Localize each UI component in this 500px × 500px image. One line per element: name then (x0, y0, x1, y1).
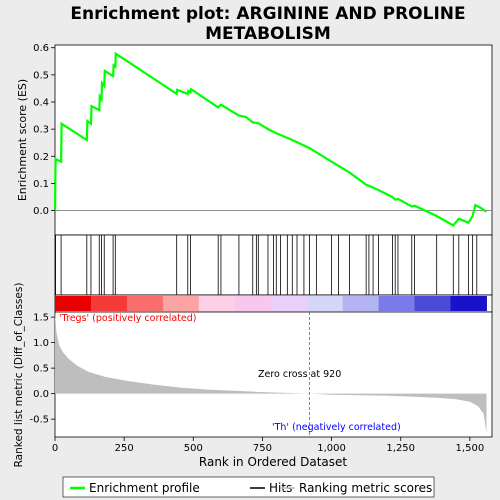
x-tick-label: 1,500 (456, 443, 485, 454)
heatmap-segment (414, 296, 452, 311)
legend-metric-label: Ranking metric scores (299, 481, 432, 495)
heatmap-segment (162, 296, 200, 311)
metric-panel (54, 311, 493, 438)
heatmap-layer (55, 296, 487, 311)
metric-y-tick-label: 0.5 (33, 364, 49, 375)
legend-box (62, 476, 435, 498)
heatmap-segment (234, 296, 272, 311)
es-y-tick-label: 0.5 (33, 70, 49, 81)
heatmap-segment (450, 296, 487, 311)
heatmap-segment (90, 296, 128, 311)
x-axis-label: Rank in Ordered Dataset (199, 455, 347, 469)
metric-plot-layer (55, 312, 487, 437)
es-y-tick-label: 0.3 (33, 125, 49, 136)
es-y-tick-label: 0.1 (33, 179, 49, 190)
chart-title-line1: Enrichment plot: ARGININE AND PROLINE (70, 4, 465, 24)
es-y-tick-label: 0.2 (33, 152, 49, 163)
axes-layer: 0.0 0.1 0.2 0.3 0.4 0.5 0.6 -0.5 0.0 0.5 1.0 1.5 0 25… (29, 43, 484, 454)
heatmap-segment (378, 296, 416, 311)
metric-y-tick-label: 1.0 (33, 338, 49, 349)
metric-y-tick-label: 0.0 (33, 389, 49, 400)
positive-class-label: 'Tregs' (positively correlated) (59, 313, 197, 324)
es-y-tick-label: 0.0 (33, 206, 49, 217)
metric-y-tick-label: 1.5 (33, 313, 49, 324)
hits-layer (55, 235, 478, 295)
x-tick-label: 500 (184, 443, 203, 454)
es-y-tick-label: 0.4 (33, 98, 49, 109)
enrichment-profile-line (53, 51, 488, 227)
legend-enrichment-label: Enrichment profile (89, 481, 200, 495)
chart-title-line2: METABOLISM (205, 24, 331, 44)
heatmap-segment (342, 296, 380, 311)
negative-class-label: 'Th' (negatively correlated) (272, 422, 401, 433)
metric-y-axis-label: Ranked list metric (Diff_of_Classes) (13, 283, 25, 468)
heatmap-segment (306, 296, 344, 311)
x-tick-label: 0 (52, 443, 58, 454)
zero-cross-label: Zero cross at 920 (258, 369, 341, 380)
es-y-tick-label: 0.6 (33, 43, 49, 54)
metric-y-tick-label: -0.5 (29, 415, 49, 426)
x-tick-label: 250 (115, 443, 134, 454)
es-panel (54, 44, 493, 236)
es-plot-layer (53, 51, 492, 227)
heatmap-segment (270, 296, 308, 311)
x-tick-label: 750 (253, 443, 272, 454)
x-tick-label: 1,000 (317, 443, 346, 454)
heatmap-segment (126, 296, 164, 311)
x-tick-label: 1,250 (386, 443, 415, 454)
es-y-axis-label: Enrichment score (ES) (16, 79, 29, 201)
heatmap-segment (55, 296, 92, 311)
heatmap-segment (198, 296, 236, 311)
